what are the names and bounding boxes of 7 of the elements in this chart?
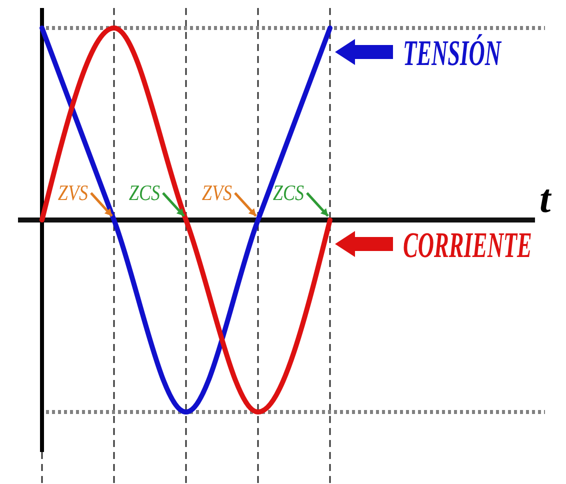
annotation: ZVS xyxy=(58,181,88,206)
legend-label: CORRIENTE xyxy=(403,226,532,266)
x-axis-title: t xyxy=(539,176,552,221)
legend-label: TENSIÓN xyxy=(403,34,502,74)
annotation: ZCS xyxy=(272,181,304,206)
annotation: ZVS xyxy=(202,181,232,206)
annotation: ZCS xyxy=(128,181,160,206)
